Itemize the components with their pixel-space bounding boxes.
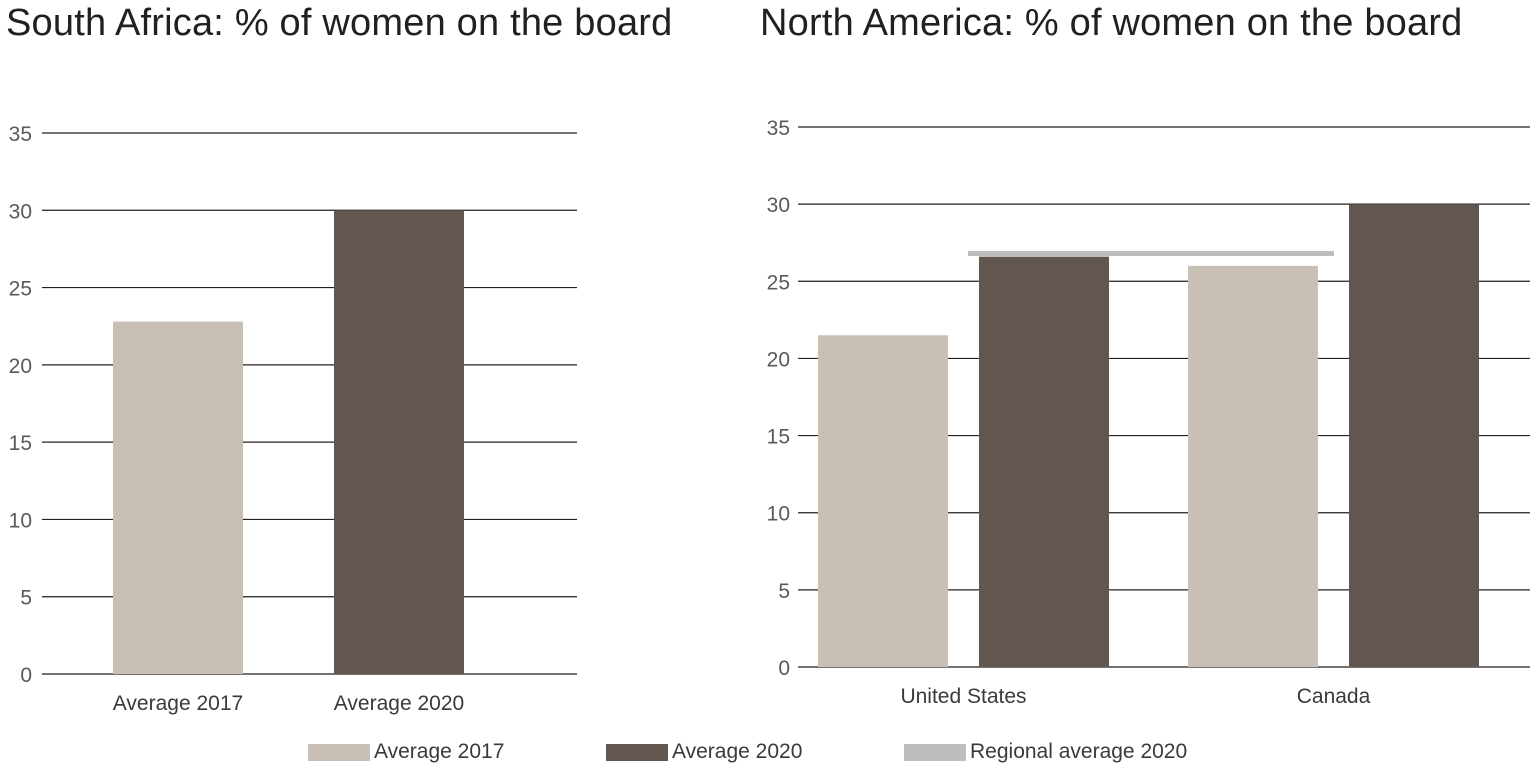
legend-swatch-average-2017: [308, 743, 370, 761]
bar-average-2017: [113, 321, 243, 674]
y-tick-label: 25: [9, 278, 32, 301]
bar-average-2020: [334, 210, 464, 675]
legend-item-average-2017: Average 2017: [308, 740, 504, 764]
x-category-label: United States: [900, 685, 1026, 708]
legend-swatch-regional-average-2020: [904, 743, 966, 761]
y-tick-label: 10: [767, 503, 790, 526]
y-tick-label: 0: [778, 657, 790, 680]
y-tick-label: 5: [20, 587, 32, 610]
legend-item-average-2020: Average 2020: [606, 740, 802, 764]
y-tick-label: 15: [767, 426, 790, 449]
bar-united-states-average-2020: [979, 256, 1109, 667]
y-tick-label: 35: [767, 117, 790, 140]
x-category-label: Average 2017: [113, 692, 243, 715]
south-africa-chart: 0 5 10 15 20 25 30 35 Average 2017 Average 2020: [9, 123, 577, 715]
y-tick-label: 10: [9, 509, 32, 532]
y-tick-label: 25: [767, 271, 790, 294]
y-tick-label: 30: [9, 200, 32, 223]
x-category-label: Average 2020: [334, 692, 464, 715]
bar-united-states-average-2017: [818, 335, 948, 667]
bar-canada-average-2017: [1188, 265, 1318, 667]
y-tick-label: 15: [9, 432, 32, 455]
north-america-chart: 0 5 10 15 20 25 30 35 United States Canada: [767, 117, 1530, 708]
legend-swatch-average-2020: [606, 743, 668, 761]
south-africa-chart-title: South Africa: % of women on the board: [6, 2, 673, 44]
north-america-chart-title: North America: % of women on the board: [760, 2, 1463, 44]
bar-canada-average-2020: [1349, 204, 1479, 667]
y-tick-label: 20: [767, 348, 790, 371]
y-tick-label: 30: [767, 194, 790, 217]
y-tick-label: 20: [9, 355, 32, 378]
y-tick-label: 0: [20, 664, 32, 687]
legend-label: Regional average 2020: [970, 740, 1188, 763]
y-tick-label: 35: [9, 123, 32, 146]
y-tick-label: 5: [778, 580, 790, 603]
legend-item-regional-average-2020: Regional average 2020: [904, 740, 1187, 764]
legend-label: Average 2020: [672, 740, 803, 763]
x-category-label: Canada: [1297, 685, 1371, 708]
legend-label: Average 2017: [374, 740, 505, 763]
legend: Average 2017 Average 2020 Regional avera…: [0, 740, 1536, 766]
